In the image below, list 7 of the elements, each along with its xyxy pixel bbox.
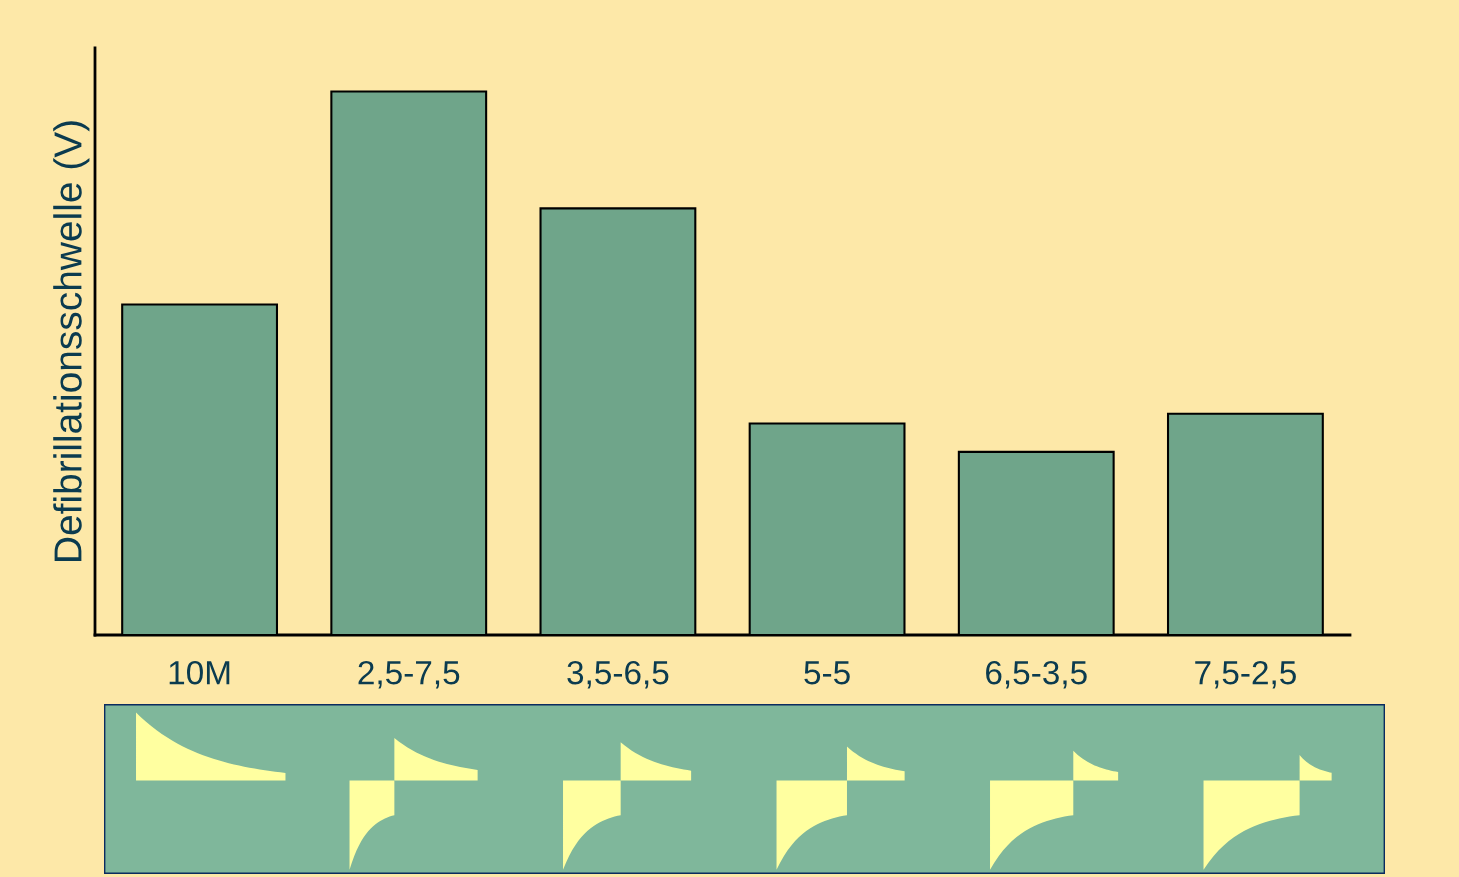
x-tick-label: 10M — [169, 660, 230, 685]
x-tick-label: 6,5-3,5 — [986, 660, 1087, 689]
x-tick-label: 3,5-6,5 — [567, 660, 669, 689]
x-tick-label: 7,5-2,5 — [1195, 660, 1296, 689]
x-tick-label: 2,5-7,5 — [358, 660, 460, 689]
y-axis-title: Defibrillationsschwelle (V) — [53, 121, 90, 561]
x-tick-label: 5-5 — [804, 661, 850, 685]
